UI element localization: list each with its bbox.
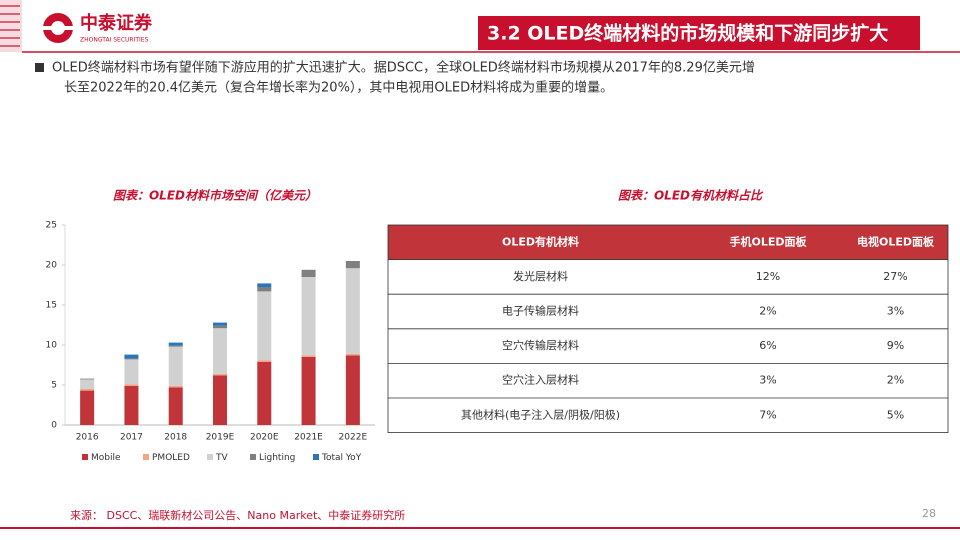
legend-swatch — [250, 454, 256, 460]
legend-label: TV — [215, 453, 228, 463]
source: 来源： DSCC、瑞联新材公司公告、Nano Market、中泰证券研究所 — [70, 508, 405, 522]
table-header-cell: 手机OLED面板 — [729, 234, 807, 248]
table-header-cell: 电视OLED面板 — [857, 234, 935, 248]
table-border — [387, 224, 949, 434]
table-cell: 空穴注入层材料 — [502, 373, 579, 387]
table-cell: 6% — [759, 339, 776, 352]
bar-segment — [168, 385, 183, 388]
table-header-cell: OLED有机材料 — [502, 234, 579, 248]
table-cell: 2% — [759, 305, 776, 318]
table-cell: 9% — [887, 339, 904, 352]
table-cell: 空穴传输层材料 — [502, 338, 579, 352]
logo: 中泰证券 ZHONGTAI SECURITIES — [43, 12, 153, 44]
bar-segment — [345, 261, 360, 269]
bar-segment — [301, 357, 316, 425]
logo-subtext: ZHONGTAI SECURITIES — [80, 37, 149, 44]
bar-segment — [80, 389, 95, 391]
table-cell: 27% — [883, 270, 907, 283]
x-tick-label: 2017 — [120, 433, 143, 443]
bar-segment — [213, 375, 227, 425]
y-tick-label: 10 — [46, 341, 58, 351]
legend-swatch — [143, 454, 149, 460]
bar-segment — [168, 342, 183, 346]
legend-swatch — [313, 454, 319, 460]
bar-segment — [257, 287, 272, 292]
page-number: 28 — [922, 507, 936, 520]
table-cell: 2% — [887, 374, 904, 387]
table-header-bg — [388, 225, 948, 260]
bar-segment — [257, 283, 272, 288]
chart-title: 图表：OLED材料市场空间（亿美元） — [113, 189, 317, 203]
side-stripes — [0, 0, 22, 52]
y-tick-label: 5 — [51, 381, 57, 391]
bar-segment — [168, 345, 183, 347]
bar-segment — [213, 325, 227, 329]
y-tick-label: 20 — [46, 261, 58, 271]
table-cell: 12% — [756, 270, 780, 283]
x-tick-label: 2018 — [164, 433, 187, 443]
y-tick-label: 25 — [46, 221, 57, 231]
table-cell: 3% — [887, 305, 904, 318]
bar-segment — [124, 354, 139, 359]
bar-segment — [168, 387, 183, 425]
table-cell: 7% — [759, 408, 776, 421]
bar-segment — [257, 291, 272, 361]
y-tick-label: 0 — [51, 421, 57, 431]
bar-segment — [213, 322, 227, 326]
bar-segment — [345, 268, 360, 354]
title-box — [478, 16, 920, 50]
x-tick-label: 2022E — [339, 433, 368, 443]
table-cell: 电子传输层材料 — [502, 304, 579, 318]
table-cell: 3% — [759, 374, 776, 387]
bar-segment — [80, 379, 95, 389]
bar-segment — [345, 353, 360, 356]
bullet-marker — [35, 63, 44, 72]
legend-label: Total YoY — [321, 453, 362, 463]
legend-swatch — [207, 454, 213, 460]
bar-segment — [124, 385, 139, 425]
legend-label: Lighting — [259, 453, 295, 463]
table-cell: 发光层材料 — [513, 269, 568, 283]
bar-segment — [301, 269, 316, 277]
x-tick-label: 2016 — [76, 433, 99, 443]
table-title: 图表：OLED有机材料占比 — [618, 189, 764, 203]
bar-segment — [124, 384, 139, 386]
table-cell: 其他材料(电子注入层/阴极/阳极) — [461, 407, 620, 421]
bar-segment — [257, 361, 272, 425]
logo-text: 中泰证券 — [80, 12, 153, 34]
bar-segment — [168, 346, 183, 386]
x-tick-label: 2020E — [250, 433, 279, 443]
bar-segment — [301, 355, 316, 357]
bar-segment — [124, 359, 139, 385]
bar-segment — [345, 355, 360, 425]
legend-swatch — [82, 454, 88, 460]
y-tick-label: 15 — [46, 301, 57, 311]
legend-label: PMOLED — [152, 453, 190, 463]
bar-segment — [213, 328, 227, 374]
bullet-line: 长至2022年的20.4亿美元（复合年增长率为20%），其中电视用OLED材料将… — [64, 80, 613, 96]
bar-segment — [213, 373, 227, 376]
legend-label: Mobile — [91, 453, 121, 463]
bullet-line: OLED终端材料市场有望伴随下游应用的扩大迅速扩大。据DSCC，全球OLED终端… — [52, 60, 755, 76]
table-cell: 5% — [887, 408, 904, 421]
bar-segment — [80, 390, 95, 425]
x-tick-label: 2021E — [294, 433, 323, 443]
slide-title: 3.2 OLED终端材料的市场规模和下游同步扩大 — [487, 22, 888, 45]
bar-segment — [301, 277, 316, 356]
x-tick-label: 2019E — [206, 433, 235, 443]
bar-segment — [257, 360, 272, 362]
bar-segment — [80, 378, 95, 380]
bar-segment — [124, 358, 139, 360]
